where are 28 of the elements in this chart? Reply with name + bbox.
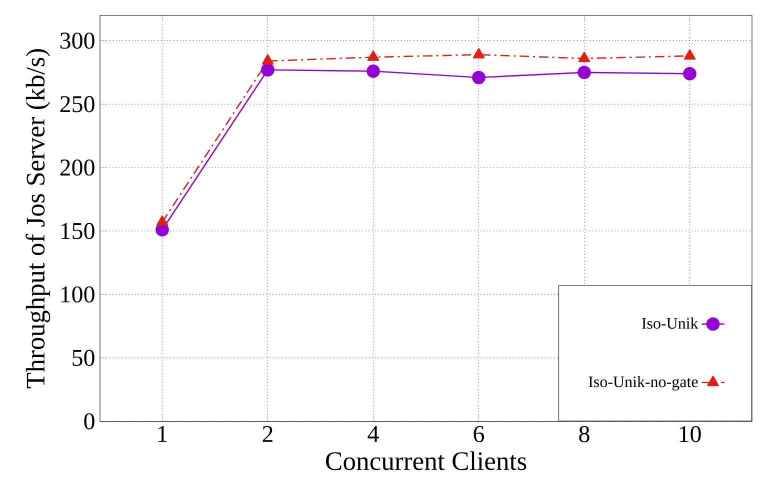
point: [262, 54, 274, 65]
y-tick-label: 50: [72, 350, 94, 366]
point: [472, 70, 486, 84]
legend-label: Iso-Unik: [642, 318, 698, 329]
x-tick-label: 8: [579, 426, 590, 442]
legend-label: Iso-Unik-no-gate: [588, 376, 698, 391]
point: [578, 52, 590, 62]
y-tick-label: 250: [60, 96, 94, 112]
point: [472, 48, 485, 58]
point: [366, 64, 380, 78]
y-axis-title: Throughput of Jos Server (kb/s): [26, 49, 50, 388]
x-axis-title: Concurrent Clients: [326, 451, 526, 470]
y-tick-label: 150: [61, 222, 94, 240]
y-tick-label: 200: [60, 159, 94, 176]
x-tick-label: 10: [680, 426, 701, 442]
x-tick-label: 4: [368, 426, 379, 442]
y-tick-label: 0: [84, 413, 94, 430]
point: [261, 63, 274, 77]
point: [367, 50, 380, 61]
point: [684, 49, 696, 60]
y-tick-label: 100: [61, 286, 94, 303]
x-tick-label: 2: [262, 426, 272, 442]
y-tick-label: 300: [60, 32, 94, 49]
point: [578, 66, 591, 80]
x-tick-label: 1: [158, 426, 167, 442]
point: [156, 215, 168, 226]
point: [683, 67, 696, 80]
x-tick-label: 6: [474, 426, 484, 442]
